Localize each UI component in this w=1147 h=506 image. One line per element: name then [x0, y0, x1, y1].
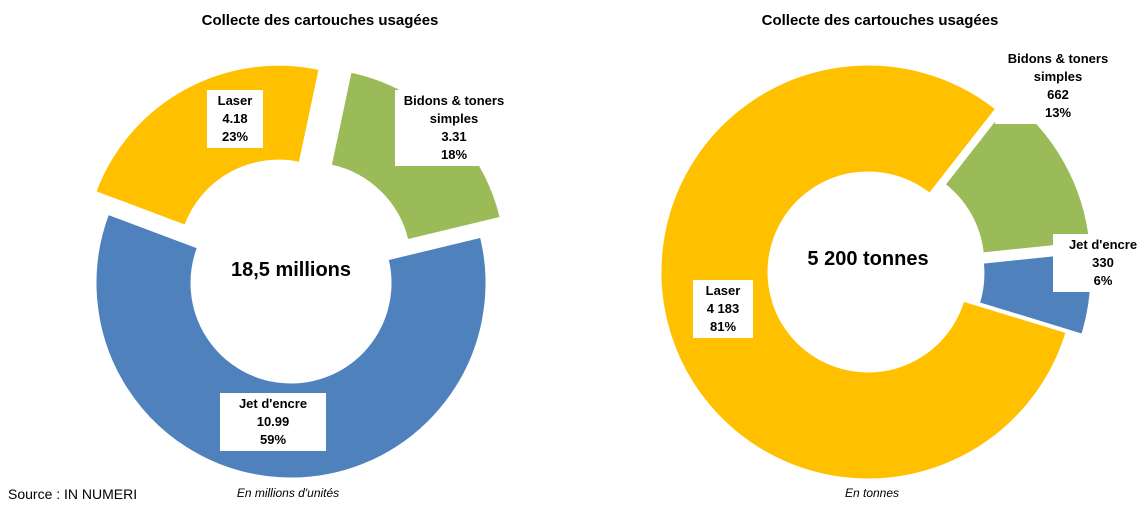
- percent-label: 18%: [440, 147, 468, 162]
- slice-label: Jet d'encre 330 6%: [1053, 234, 1147, 292]
- category-label: Jet d'encre: [238, 396, 308, 411]
- source: Source : IN NUMERI: [8, 486, 138, 502]
- donut-slice: [95, 213, 487, 479]
- donut-slice: [660, 64, 1067, 480]
- category-label: Laser: [705, 283, 741, 298]
- slice-label: Bidons & toners simples 3.31 18%: [395, 90, 513, 166]
- center-label: 18,5 millions: [230, 259, 352, 281]
- value-label: 3.31: [441, 129, 467, 144]
- slice-label: Bidons & toners simples 662 13%: [995, 48, 1121, 124]
- slice-label: Jet d'encre 10.99 59%: [220, 393, 326, 451]
- category-label: Jet d'encre: [1068, 237, 1138, 252]
- percent-label: 59%: [259, 432, 287, 447]
- chart-note: En millions d'unités: [236, 486, 340, 500]
- slice-label: Laser 4 183 81%: [693, 280, 753, 338]
- chart-title: Collecte des cartouches usagées: [761, 12, 999, 29]
- value-label: 330: [1092, 255, 1114, 270]
- category-label: Bidons & toners simples: [1007, 51, 1109, 84]
- slice-label: Laser 4.18 23%: [207, 90, 263, 148]
- percent-label: 23%: [221, 129, 249, 144]
- category-label: Bidons & toners simples: [403, 93, 505, 126]
- value-label: 4.18: [222, 111, 248, 126]
- value-label: 10.99: [256, 414, 290, 429]
- chart-note: En tonnes: [844, 486, 900, 500]
- center-label: 5 200 tonnes: [807, 248, 929, 270]
- value-label: 662: [1047, 87, 1069, 102]
- percent-label: 13%: [1044, 105, 1072, 120]
- category-label: Laser: [217, 93, 253, 108]
- chart-title: Collecte des cartouches usagées: [201, 12, 439, 29]
- percent-label: 6%: [1093, 273, 1113, 288]
- value-label: 4 183: [706, 301, 740, 316]
- percent-label: 81%: [709, 319, 737, 334]
